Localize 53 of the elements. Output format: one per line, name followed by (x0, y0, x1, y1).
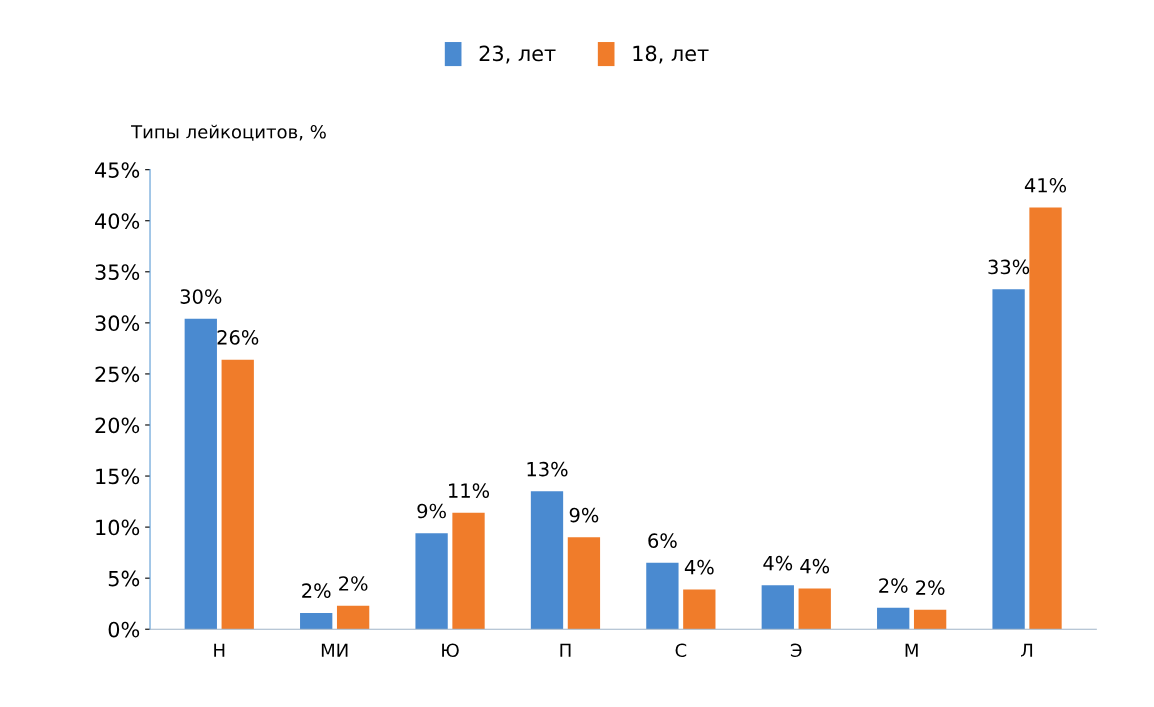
y-tick-label: 30% (95, 315, 140, 332)
bar (646, 562, 679, 630)
bar (530, 491, 564, 630)
data-label: 33% (988, 259, 1030, 275)
x-tick-label: МИ (321, 643, 348, 657)
y-tick-label: 0% (108, 621, 140, 638)
x-tick-label: Н (214, 643, 225, 657)
bar (184, 318, 217, 630)
bar (336, 605, 370, 630)
data-label: 2% (879, 578, 908, 593)
data-label: 11% (449, 483, 490, 498)
bar (761, 585, 794, 630)
bar (300, 612, 333, 630)
x-tick-label: М (905, 643, 918, 657)
bar (798, 588, 831, 630)
y-tick-label: 35% (95, 264, 140, 281)
legend-label: 23, лет (479, 45, 556, 64)
bar (992, 289, 1025, 630)
y-axis-title: Типы лейкоцитов, % (131, 124, 326, 141)
data-label: 13% (527, 461, 568, 477)
bar (1029, 207, 1062, 630)
y-tick-label: 20% (95, 417, 140, 434)
x-tick-label: Э (790, 643, 802, 658)
bar (683, 589, 716, 630)
x-tick-label: Л (1021, 643, 1033, 657)
data-label: 4% (684, 559, 714, 575)
bar (221, 359, 254, 630)
data-label: 2% (302, 583, 331, 599)
y-tick-label: 45% (95, 162, 140, 178)
bar (415, 533, 448, 630)
data-label: 9% (569, 507, 599, 523)
data-label: 4% (800, 558, 830, 574)
data-label: 6% (648, 533, 677, 548)
legend-label: 18, лет (633, 45, 709, 64)
data-label: 2% (916, 580, 945, 595)
data-label: 2% (339, 576, 368, 591)
data-label: 30% (180, 289, 222, 304)
data-label: 41% (1024, 177, 1067, 193)
x-tick-label: С (675, 643, 687, 658)
y-tick-label: 40% (95, 213, 140, 229)
bar (913, 609, 947, 630)
x-tick-label: Ю (442, 643, 459, 658)
bar (567, 537, 601, 630)
bar (452, 512, 485, 630)
bar (877, 607, 910, 630)
data-label: 9% (417, 503, 446, 519)
y-tick-label: 5% (108, 570, 140, 587)
data-label: 4% (763, 555, 793, 571)
data-label: 26% (217, 330, 259, 345)
y-tick-label: 10% (96, 519, 140, 536)
y-tick-label: 15% (96, 468, 140, 485)
y-tick-label: 25% (95, 366, 140, 383)
x-tick-label: П (560, 643, 571, 657)
